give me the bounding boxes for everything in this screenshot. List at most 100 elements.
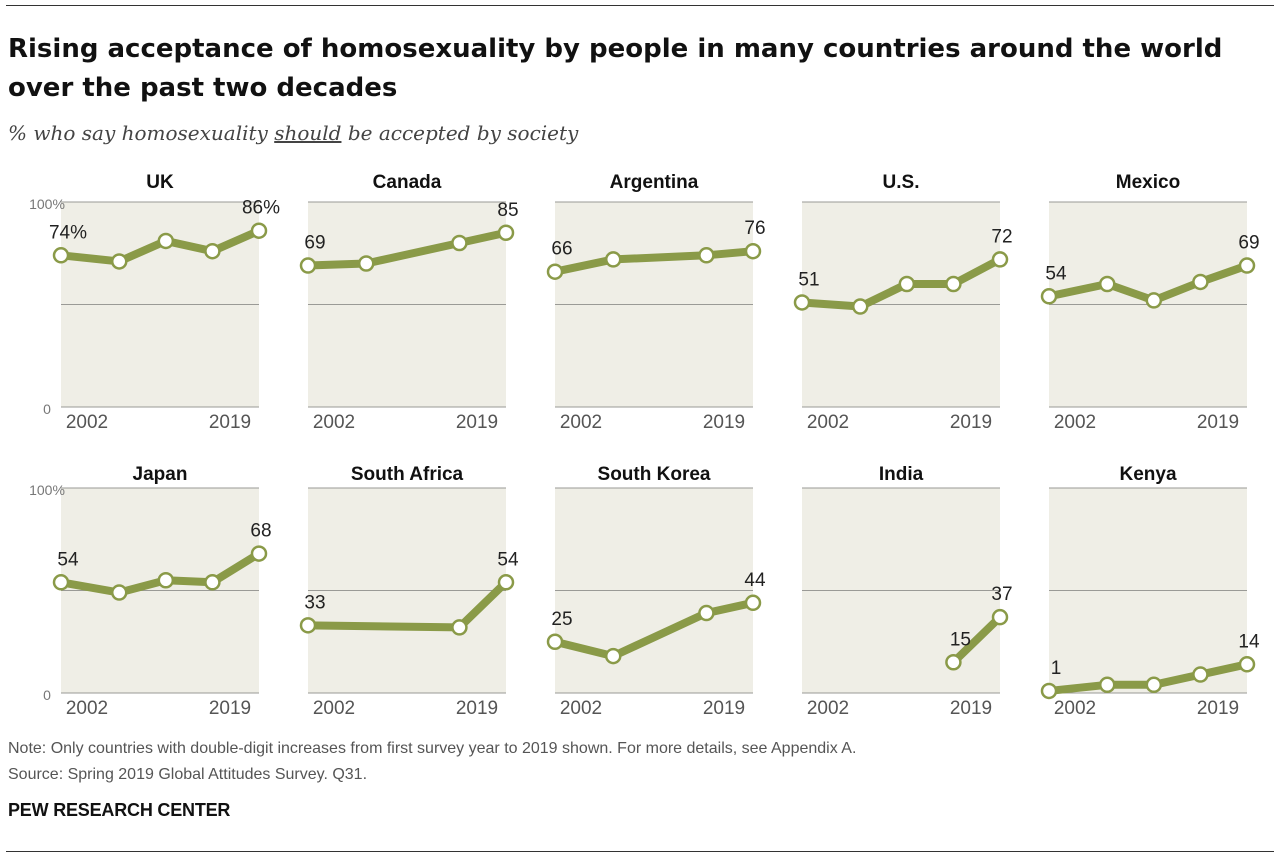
data-point	[451, 619, 468, 636]
data-point	[744, 594, 762, 612]
data-label-last: 86%	[242, 198, 280, 219]
panel-title: Canada	[373, 172, 442, 193]
data-point	[299, 617, 317, 634]
series-line	[551, 247, 757, 276]
data-label-first: 33	[304, 592, 325, 613]
y-tick-label: 0	[43, 687, 51, 703]
data-label-last: 44	[744, 570, 766, 591]
x-tick-label: 2002	[313, 412, 355, 433]
data-point	[157, 232, 175, 250]
data-label-first: 15	[950, 629, 971, 650]
panel-title: South Africa	[351, 464, 464, 485]
bottom-rule	[6, 851, 1274, 852]
x-tick-label: 2019	[703, 698, 745, 719]
x-tick-label: 2019	[209, 698, 251, 719]
data-point	[497, 574, 515, 591]
data-label-last: 85	[497, 200, 518, 221]
panel-title: UK	[146, 172, 174, 193]
x-tick-label: 2002	[560, 698, 602, 719]
chart-title: Rising acceptance of homosexuality by pe…	[8, 34, 1223, 103]
data-point	[1145, 676, 1163, 694]
data-point	[793, 294, 811, 311]
data-point	[250, 222, 268, 239]
data-point	[52, 247, 70, 264]
panel-mexico: Mexico 2002 2019 54 69	[1040, 172, 1260, 433]
data-label-first: 1	[1051, 658, 1062, 679]
subtitle-part-1: % who say homosexuality	[8, 121, 275, 145]
x-tick-label: 2019	[456, 698, 498, 719]
x-tick-label: 2019	[456, 412, 498, 433]
note-text: Note: Only countries with double-digit i…	[8, 740, 857, 757]
data-point	[110, 253, 128, 270]
data-label-last: 14	[1238, 631, 1260, 652]
data-label-first: 69	[304, 233, 325, 254]
data-point	[1040, 682, 1058, 700]
footnote: Note: Only countries with double-digit i…	[8, 736, 856, 788]
x-tick-label: 2019	[703, 412, 745, 433]
x-tick-label: 2002	[66, 412, 108, 433]
x-tick-label: 2019	[1197, 412, 1239, 433]
panel-title: U.S.	[883, 172, 920, 193]
data-label-last: 76	[744, 218, 765, 239]
subtitle-part-2: be accepted by society	[341, 121, 579, 145]
x-tick-label: 2002	[807, 412, 849, 433]
panel-title: Argentina	[610, 172, 699, 193]
data-label-last: 54	[497, 549, 519, 570]
data-label-first: 51	[798, 269, 819, 290]
data-point	[1098, 676, 1116, 694]
data-point	[851, 298, 869, 315]
x-tick-label: 2019	[950, 412, 992, 433]
data-point	[1238, 257, 1256, 274]
data-point	[991, 251, 1009, 268]
data-point	[898, 275, 916, 293]
data-point	[698, 604, 715, 622]
x-tick-label: 2002	[1054, 412, 1096, 433]
data-point	[497, 224, 515, 241]
data-point	[1192, 273, 1209, 291]
data-label-last: 72	[991, 226, 1012, 247]
data-point	[204, 242, 221, 260]
data-point	[546, 263, 564, 280]
panel-kenya: Kenya 2002 2019 1 14	[1040, 464, 1260, 719]
x-tick-label: 2002	[1054, 698, 1096, 719]
data-label-first: 25	[551, 609, 572, 630]
data-point	[1192, 666, 1209, 683]
series-line	[551, 598, 757, 661]
data-point	[546, 633, 564, 650]
data-point	[744, 242, 762, 260]
panel-u-s: U.S. 2002 2019 51 72	[793, 172, 1013, 433]
x-tick-label: 2002	[560, 412, 602, 433]
data-point	[110, 584, 128, 601]
series-line	[304, 228, 510, 270]
data-point	[1098, 275, 1116, 293]
x-tick-label: 2019	[950, 698, 992, 719]
data-point	[604, 647, 622, 665]
y-tick-label: 0	[43, 401, 51, 417]
source-text: Source: Spring 2019 Global Attitudes Sur…	[8, 766, 368, 783]
x-tick-label: 2002	[66, 698, 108, 719]
chart-subtitle: % who say homosexuality should be accept…	[8, 121, 578, 145]
panel-uk: UK 100% 0 2002 2019 74% 86%	[29, 172, 280, 433]
data-point	[250, 545, 268, 562]
panel-japan: Japan 100% 0 2002 2019 54 68	[29, 464, 271, 719]
data-point	[299, 257, 317, 274]
panel-india: India 2002 2019 15 37	[802, 464, 1013, 719]
subtitle-underlined-word: should	[274, 121, 342, 145]
data-point	[52, 574, 70, 591]
panel-title: Kenya	[1119, 464, 1176, 485]
data-point	[451, 234, 468, 252]
panel-south-africa: South Africa 2002 2019 33 54	[299, 464, 519, 719]
data-label-first: 54	[1045, 263, 1067, 284]
data-label-first: 54	[57, 549, 79, 570]
data-point	[204, 574, 221, 591]
panel-argentina: Argentina 2002 2019 66 76	[546, 172, 766, 433]
brand-logo-text: PEW RESEARCH CENTER	[8, 800, 231, 820]
panel-title: Mexico	[1116, 172, 1180, 193]
data-point	[604, 251, 622, 268]
data-point	[1040, 288, 1058, 305]
data-label-last: 37	[991, 584, 1012, 605]
data-point	[698, 247, 715, 264]
top-rule	[6, 5, 1274, 6]
panel-title: South Korea	[598, 464, 711, 485]
